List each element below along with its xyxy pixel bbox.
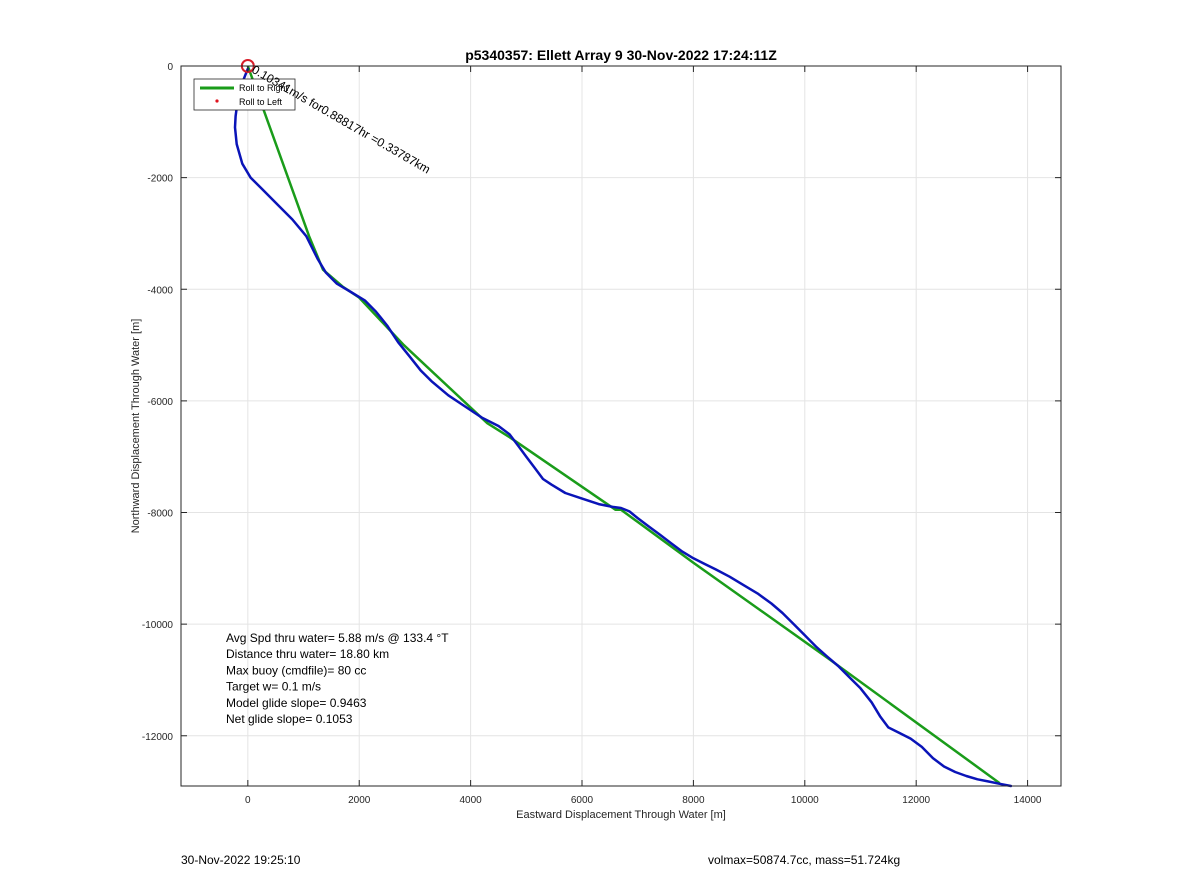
legend-label-roll-to-left: Roll to Left xyxy=(239,97,283,107)
x-tick-label: 0 xyxy=(245,795,251,806)
y-tick-label: -8000 xyxy=(147,509,173,520)
series-layer xyxy=(233,65,1013,788)
series-line-track xyxy=(233,67,1013,788)
stats-box: Avg Spd thru water= 5.88 m/s @ 133.4 °T D… xyxy=(226,631,449,726)
x-tick-label: 14000 xyxy=(1014,795,1042,806)
x-tick-label: 10000 xyxy=(791,795,819,806)
y-tick-label: -10000 xyxy=(142,620,174,631)
y-tick-label: -4000 xyxy=(147,285,173,296)
stats-line: Distance thru water= 18.80 km xyxy=(226,647,389,661)
x-tick-label: 8000 xyxy=(682,795,705,806)
y-tick-label: 0 xyxy=(167,62,173,73)
plot-area-frame xyxy=(180,65,1062,787)
stats-line: Max buoy (cmdfile)= 80 cc xyxy=(226,663,366,677)
legend-swatch-roll-to-left xyxy=(215,99,219,103)
stats-line: Net glide slope= 0.1053 xyxy=(226,712,353,726)
footer-mass-info: volmax=50874.7cc, mass=51.724kg xyxy=(708,853,901,867)
x-tick-label: 12000 xyxy=(902,795,930,806)
x-tick-label: 6000 xyxy=(571,795,594,806)
grid-lines xyxy=(181,65,1061,786)
stats-line: Avg Spd thru water= 5.88 m/s @ 133.4 °T xyxy=(226,631,449,645)
stats-line: Model glide slope= 0.9463 xyxy=(226,696,367,710)
y-axis-label: Northward Displacement Through Water [m] xyxy=(130,319,142,534)
x-axis-label: Eastward Displacement Through Water [m] xyxy=(516,809,726,821)
chart-title: p5340357: Ellett Array 9 30-Nov-2022 17:… xyxy=(465,47,777,63)
footer-timestamp: 30-Nov-2022 19:25:10 xyxy=(181,853,301,867)
y-tick-label: -6000 xyxy=(147,397,173,408)
legend: Roll to Right Roll to Left xyxy=(193,78,296,111)
x-tick-label: 4000 xyxy=(459,795,482,806)
x-tick-label: 2000 xyxy=(348,795,371,806)
axis-ticks: 0 2000 4000 6000 8000 10000 12000 14000 0 -2000 -4… xyxy=(142,62,1061,806)
legend-label-roll-to-right: Roll to Right xyxy=(239,83,289,93)
y-tick-label: -12000 xyxy=(142,732,174,743)
stats-line: Target w= 0.1 m/s xyxy=(226,680,321,694)
plot-area-background xyxy=(181,66,1061,786)
legend-box xyxy=(193,78,296,111)
y-tick-label: -2000 xyxy=(147,174,173,185)
